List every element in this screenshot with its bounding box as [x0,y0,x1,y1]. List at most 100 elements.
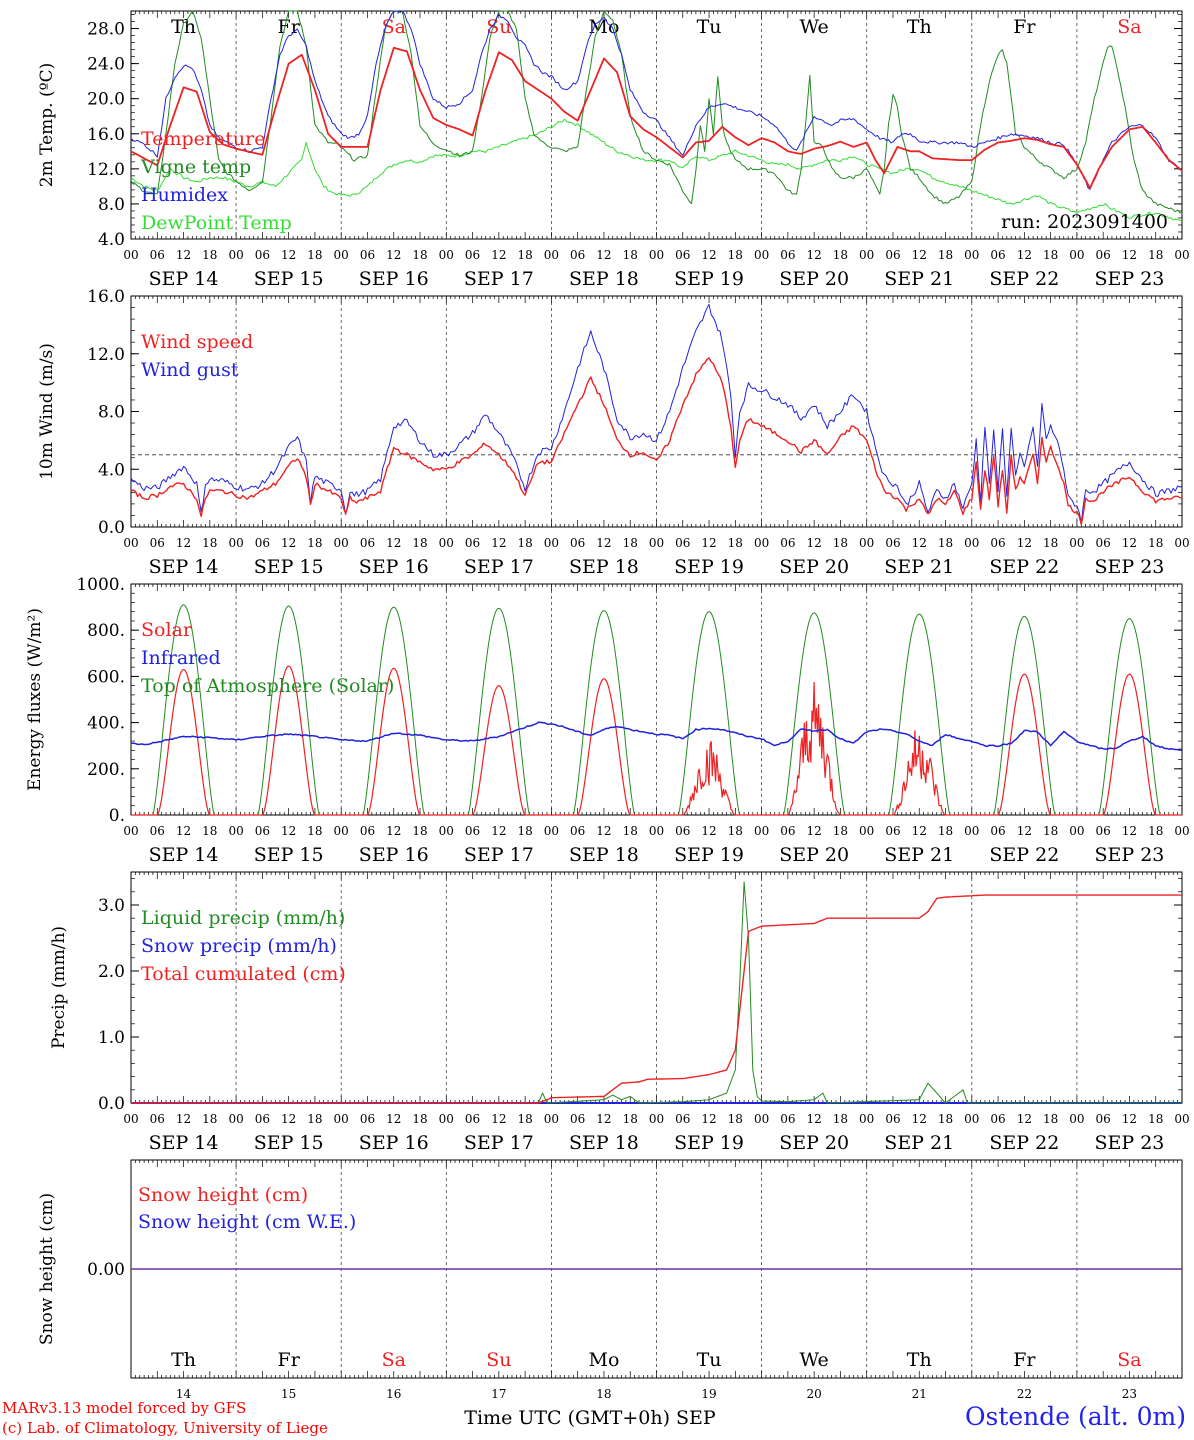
hour-tick-label: 12 [281,536,296,550]
weekday-label: Fr [278,1349,301,1371]
hour-tick-label: 00 [649,248,664,262]
day-label: SEP 18 [569,556,639,578]
hour-tick-label: 00 [334,824,349,838]
hour-tick-label: 12 [596,824,611,838]
weekday-label: Fr [278,16,301,38]
hour-tick-label: 06 [1096,1112,1111,1126]
hour-tick-label: 00 [1174,248,1189,262]
hour-tick-label: 18 [938,536,953,550]
solar-series [551,678,657,816]
hour-tick-label: 00 [123,248,138,262]
hour-tick-label: 18 [1043,1112,1058,1126]
solar-series [1076,673,1182,816]
day-label: SEP 17 [464,268,534,290]
hour-tick-label: 06 [570,824,585,838]
hour-tick-label: 18 [1148,824,1163,838]
hour-tick-label: 18 [833,536,848,550]
y-axis-label: 2m Temp. (ºC) [37,63,57,188]
time-axis-label: Time UTC (GMT+0h) SEP [464,1407,716,1429]
y-axis-label: 10m Wind (m/s) [37,343,57,480]
top-of-atmosphere-solar-series [866,613,972,816]
y-tick-label: 600. [87,667,125,687]
hour-tick-label: 06 [675,824,690,838]
hour-tick-label: 18 [517,824,532,838]
day-label: SEP 17 [464,556,534,578]
y-tick-label: 4.0 [98,230,125,250]
hour-tick-label: 00 [544,536,559,550]
hour-tick-label: 00 [228,536,243,550]
hour-tick-label: 18 [412,248,427,262]
hour-tick-label: 12 [176,248,191,262]
y-tick-label: 8.0 [98,195,125,215]
day-label: SEP 23 [1095,1132,1165,1154]
hour-tick-label: 00 [228,248,243,262]
hour-tick-label: 18 [307,536,322,550]
y-axis-label: Snow height (cm) [37,1193,57,1345]
hour-tick-label: 00 [754,248,769,262]
hour-tick-label: 06 [1096,536,1111,550]
day-label: SEP 14 [149,268,219,290]
solar-series [971,673,1077,816]
day-label: SEP 19 [674,844,744,866]
day-number-label: 21 [912,1387,927,1401]
hour-tick-label: 06 [780,1112,795,1126]
day-number-label: 23 [1122,1387,1137,1401]
hour-tick-label: 06 [360,1112,375,1126]
hour-tick-label: 00 [544,248,559,262]
hour-tick-label: 18 [938,824,953,838]
solar-series [131,668,237,816]
hour-tick-label: 00 [649,1112,664,1126]
top-of-atmosphere-solar-series [341,606,447,816]
weekday-label: Tu [697,1349,722,1371]
hour-tick-label: 12 [1017,1112,1032,1126]
hour-tick-label: 00 [964,248,979,262]
hour-tick-label: 12 [1122,536,1137,550]
y-tick-label: 16.0 [87,125,125,145]
hour-tick-label: 00 [544,824,559,838]
hour-tick-label: 18 [412,824,427,838]
day-label: SEP 21 [884,268,954,290]
hour-tick-label: 12 [912,1112,927,1126]
hour-tick-label: 12 [912,824,927,838]
wind-speed-series [130,357,1183,526]
hour-tick-label: 18 [728,536,743,550]
y-tick-label: 200. [87,760,125,780]
solar-series [656,741,762,816]
hour-tick-label: 18 [1148,536,1163,550]
hour-tick-label: 12 [1122,1112,1137,1126]
hour-tick-label: 18 [833,1112,848,1126]
day-label: SEP 16 [359,1132,429,1154]
hour-tick-label: 12 [912,248,927,262]
day-label: SEP 20 [779,1132,849,1154]
hour-tick-label: 12 [386,824,401,838]
day-label: SEP 23 [1095,844,1165,866]
hour-tick-label: 06 [360,536,375,550]
day-label: SEP 21 [884,1132,954,1154]
hour-tick-label: 12 [807,248,822,262]
hour-tick-label: 18 [202,824,217,838]
weekday-label: Tu [697,16,722,38]
hour-tick-label: 06 [885,536,900,550]
day-number-label: 17 [491,1387,506,1401]
hour-tick-label: 00 [754,1112,769,1126]
hour-tick-label: 00 [1069,1112,1084,1126]
legend-total-cumulated-cm: Total cumulated (cm) [141,963,346,985]
hour-tick-label: 06 [465,1112,480,1126]
hour-tick-label: 00 [649,824,664,838]
hour-tick-label: 12 [701,248,716,262]
hour-tick-label: 00 [754,824,769,838]
solar-series [341,667,447,816]
hour-tick-label: 00 [859,1112,874,1126]
weekday-label: Fr [1013,1349,1036,1371]
infrared-series [131,721,1183,751]
day-label: SEP 15 [254,556,324,578]
hour-tick-label: 06 [360,824,375,838]
hour-tick-label: 18 [1043,248,1058,262]
hour-tick-label: 18 [623,248,638,262]
weekday-label: Fr [1013,16,1036,38]
hour-tick-label: 18 [623,536,638,550]
hour-tick-label: 06 [360,248,375,262]
day-label: SEP 20 [779,844,849,866]
day-label: SEP 22 [989,556,1059,578]
